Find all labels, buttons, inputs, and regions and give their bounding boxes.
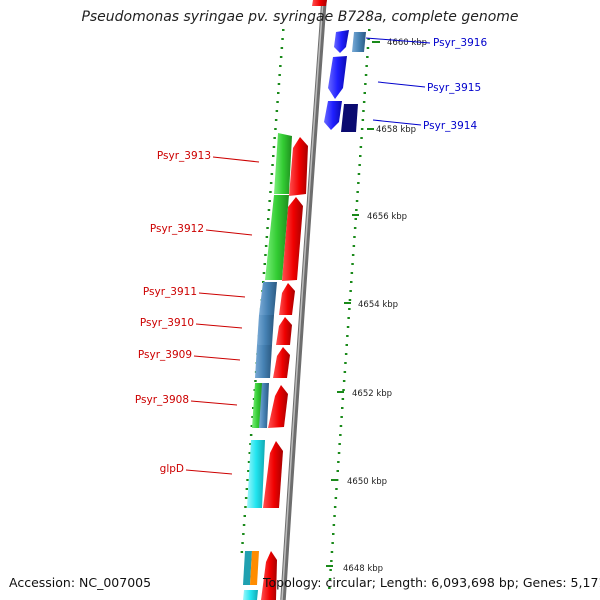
forward-gene[interactable] xyxy=(312,0,327,6)
reverse-gene-blue[interactable] xyxy=(334,30,349,53)
forward-gene[interactable] xyxy=(263,441,283,508)
gene-label-psyr-3913[interactable]: Psyr_3913 xyxy=(157,150,211,162)
reverse-gene-blue[interactable] xyxy=(324,101,342,130)
reverse-gene-cyan[interactable] xyxy=(247,440,265,508)
label-leader xyxy=(365,37,431,44)
forward-gene[interactable] xyxy=(268,385,288,428)
reverse-gene-green[interactable] xyxy=(265,195,289,280)
reverse-gene-steelblue[interactable] xyxy=(255,345,272,378)
label-leader xyxy=(195,323,243,329)
label-leader xyxy=(377,81,426,88)
label-leader xyxy=(212,156,260,163)
forward-gene[interactable] xyxy=(273,347,290,378)
reverse-gene-steelblue[interactable] xyxy=(259,282,277,315)
gene-label-glpd[interactable]: glpD xyxy=(160,463,184,475)
topology-info: Topology: circular; Length: 6,093,698 bp… xyxy=(263,575,600,590)
map-title: Pseudomonas syringae pv. syringae B728a,… xyxy=(81,9,519,25)
tick-label-4660: 4660 kbp xyxy=(387,38,427,48)
gene-label-psyr-3908[interactable]: Psyr_3908 xyxy=(135,394,189,406)
reverse-gene-blue[interactable] xyxy=(328,56,347,99)
reverse-gene-green[interactable] xyxy=(274,133,292,194)
gene-label-psyr-3915[interactable]: Psyr_3915 xyxy=(427,82,481,94)
gene-label-psyr-3911[interactable]: Psyr_3911 xyxy=(143,286,197,298)
tick-label-4656: 4656 kbp xyxy=(367,212,407,222)
gene-label-psyr-3914[interactable]: Psyr_3914 xyxy=(423,120,477,132)
forward-gene[interactable] xyxy=(289,137,308,196)
tick-label-4654: 4654 kbp xyxy=(358,300,398,310)
label-leader xyxy=(185,469,233,475)
reverse-gene-steelblue[interactable] xyxy=(259,383,269,428)
tick-labels: 4660 kbp 4658 kbp 4656 kbp 4654 kbp 4652… xyxy=(326,38,427,574)
accession-label: Accession: NC_007005 xyxy=(9,575,152,590)
gene-labels-left: Psyr_3913 Psyr_3912 Psyr_3911 Psyr_3910 … xyxy=(135,150,260,475)
forward-gene[interactable] xyxy=(279,283,295,315)
label-leader xyxy=(190,400,238,406)
forward-gene[interactable] xyxy=(282,197,303,281)
label-leader xyxy=(372,119,422,126)
tick-label-4658: 4658 kbp xyxy=(376,125,416,135)
label-leader xyxy=(205,229,253,236)
reverse-gene-teal[interactable] xyxy=(243,551,252,585)
tick-label-4648: 4648 kbp xyxy=(343,564,383,574)
forward-gene[interactable] xyxy=(276,317,292,345)
gene-label-psyr-3916[interactable]: Psyr_3916 xyxy=(433,37,487,49)
label-leader xyxy=(198,292,246,298)
reverse-strand-genes xyxy=(243,30,366,600)
reverse-gene-navy[interactable] xyxy=(341,104,358,132)
reverse-gene-steelblue[interactable] xyxy=(352,32,366,52)
genome-backbone xyxy=(280,0,327,600)
reverse-gene-orange[interactable] xyxy=(250,551,259,585)
reverse-gene-cyan[interactable] xyxy=(243,590,258,600)
tick-label-4650: 4650 kbp xyxy=(347,477,387,487)
genome-backbone-highlight xyxy=(281,0,324,600)
gene-label-psyr-3909[interactable]: Psyr_3909 xyxy=(138,349,192,361)
forward-strand-genes xyxy=(261,0,327,600)
label-leader xyxy=(193,355,241,361)
gene-label-psyr-3910[interactable]: Psyr_3910 xyxy=(140,317,194,329)
gene-labels-right: Psyr_3916 Psyr_3915 Psyr_3914 xyxy=(365,37,487,132)
tick-guide-right xyxy=(328,29,371,589)
forward-gene[interactable] xyxy=(261,551,277,600)
reverse-gene-steelblue[interactable] xyxy=(257,315,274,345)
gene-label-psyr-3912[interactable]: Psyr_3912 xyxy=(150,223,204,235)
tick-label-4652: 4652 kbp xyxy=(352,389,392,399)
